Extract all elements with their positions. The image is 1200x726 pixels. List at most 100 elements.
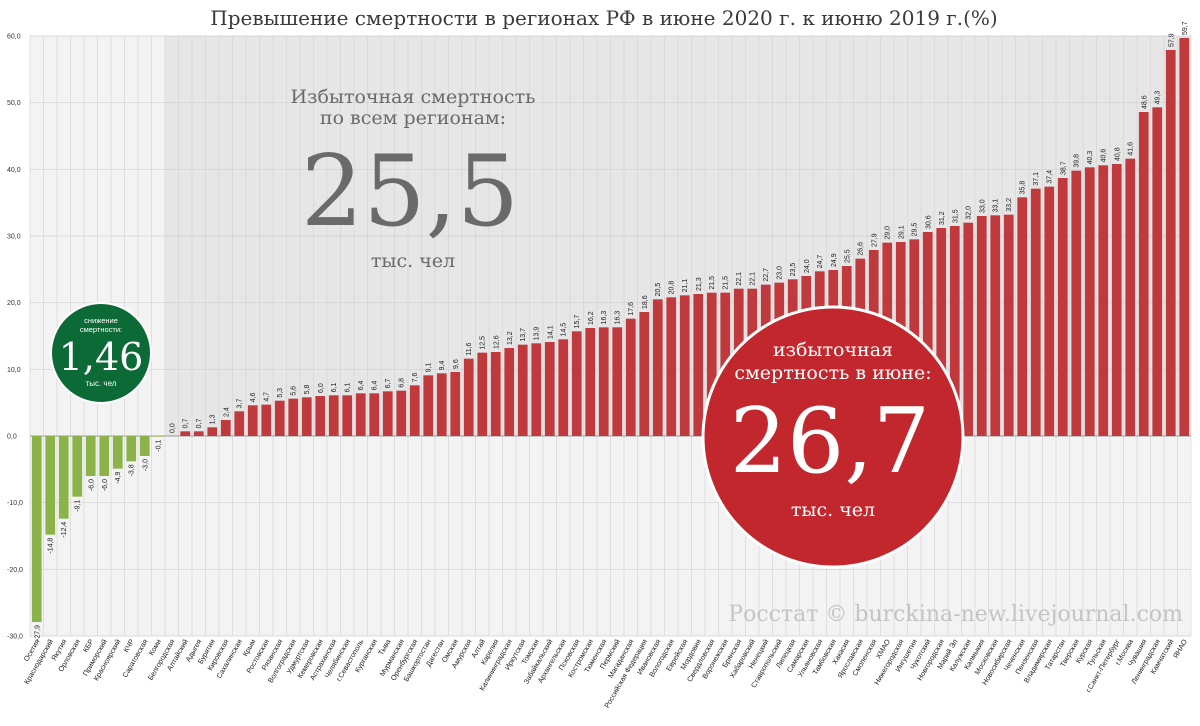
value-label: -14,8: [48, 538, 55, 554]
bar: [666, 297, 677, 436]
value-label: 31,5: [952, 209, 959, 223]
y-tick-label: 40,0: [7, 167, 21, 174]
value-label: 29,5: [912, 223, 919, 237]
value-label: -27,9: [34, 625, 41, 641]
bar: [436, 373, 447, 436]
bar: [1017, 197, 1028, 436]
bar: [936, 228, 947, 436]
value-label: 9,4: [439, 360, 446, 370]
value-label: 6,1: [331, 382, 338, 392]
y-tick-label: 10,0: [7, 367, 21, 374]
value-label: 6,0: [318, 383, 325, 393]
bar: [1057, 178, 1068, 436]
bar: [261, 404, 272, 436]
value-label: 22,1: [736, 272, 743, 286]
bar: [490, 352, 501, 436]
value-label: 23,5: [790, 263, 797, 277]
value-label: 21,5: [723, 276, 730, 290]
value-label: 17,6: [628, 302, 635, 316]
value-label: 5,8: [304, 384, 311, 394]
bar: [1111, 164, 1122, 436]
bar: [1084, 167, 1095, 437]
y-tick-label: 0,0: [7, 434, 17, 441]
bar: [1098, 165, 1109, 437]
value-label: 33,1: [993, 199, 1000, 213]
y-tick-label: 50,0: [7, 100, 21, 107]
bar: [99, 436, 110, 476]
bar: [1179, 38, 1190, 436]
y-tick-label: -30,0: [7, 634, 23, 641]
bar: [1165, 50, 1176, 436]
excess-bubble-value: 26,7: [730, 389, 930, 494]
value-label: 6,1: [345, 382, 352, 392]
bar: [355, 393, 366, 436]
bar: [342, 395, 353, 436]
y-tick-label: 30,0: [7, 234, 21, 241]
bar: [153, 436, 164, 437]
bar: [531, 343, 542, 436]
bar: [193, 431, 204, 436]
value-label: 16,3: [615, 311, 622, 325]
value-label: 1,3: [210, 414, 217, 424]
bar: [328, 395, 339, 436]
value-label: 35,8: [1020, 181, 1027, 195]
value-label: 30,6: [925, 215, 932, 229]
total-excess-label-line2: по всем регионам:: [320, 107, 506, 129]
value-label: 33,0: [979, 199, 986, 213]
value-label: 48,6: [1141, 95, 1148, 109]
value-label: 21,1: [682, 279, 689, 293]
excess-bubble-circle: [701, 305, 965, 569]
total-excess-label-line1: Избыточная смертность: [291, 86, 536, 108]
value-label: 13,9: [534, 327, 541, 341]
value-label: 6,8: [399, 378, 406, 388]
value-label: 16,2: [588, 311, 595, 325]
value-label: 41,6: [1128, 142, 1135, 156]
category-label: ЯНАО: [1171, 637, 1189, 660]
value-label: 11,6: [466, 342, 473, 355]
bar: [544, 342, 555, 436]
bar: [463, 358, 474, 436]
bar: [1152, 107, 1163, 436]
value-label: 27,9: [871, 233, 878, 247]
decrease-badge-line1: снижение: [84, 316, 118, 325]
value-label: 40,6: [1101, 149, 1108, 163]
bar: [180, 431, 191, 436]
value-label: -6,0: [102, 479, 109, 491]
value-label: 5,3: [277, 388, 284, 398]
excess-bubble-line1: избыточная: [773, 339, 893, 361]
bar: [247, 405, 258, 436]
value-label: 15,7: [574, 315, 581, 329]
value-label: 29,0: [885, 226, 892, 240]
value-label: 13,7: [520, 328, 527, 342]
bar: [706, 292, 717, 436]
bar: [450, 372, 461, 436]
value-label: 32,0: [966, 206, 973, 220]
value-label: -12,4: [61, 522, 68, 538]
value-label: -0,1: [156, 440, 163, 452]
bar: [288, 398, 299, 436]
excess-bubble: избыточная смертность в июне: 26,7 тыс. …: [701, 305, 965, 569]
value-label: 23,0: [777, 266, 784, 280]
value-label: 6,4: [358, 380, 365, 390]
bar: [423, 375, 434, 436]
bar: [922, 232, 933, 436]
bar: [990, 215, 1001, 436]
value-label: 38,7: [1060, 161, 1067, 175]
value-label: 26,6: [858, 242, 865, 256]
value-label: 57,9: [1168, 33, 1175, 47]
value-label: 13,2: [507, 331, 514, 345]
value-label: 4,7: [264, 392, 271, 402]
value-label: 20,5: [655, 283, 662, 297]
value-label: 9,6: [453, 359, 460, 369]
value-label: 20,8: [669, 281, 676, 295]
value-label: -3,0: [142, 459, 149, 471]
bar: [126, 436, 137, 462]
total-excess-unit: тыс. чел: [371, 250, 455, 272]
value-label: 40,3: [1087, 151, 1094, 165]
decrease-badge-circle: [50, 302, 152, 404]
decrease-badge-line2: смертности:: [80, 325, 122, 334]
bar: [976, 216, 987, 436]
value-label: 24,9: [831, 253, 838, 267]
value-label: 6,7: [385, 378, 392, 388]
